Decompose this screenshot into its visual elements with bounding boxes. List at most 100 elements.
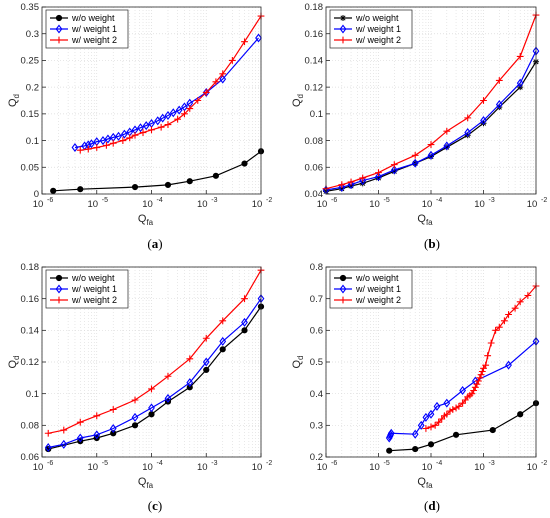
- legend-marker: [339, 274, 347, 282]
- legend-marker: [339, 296, 347, 304]
- data-point: [411, 158, 419, 168]
- data-point: [119, 137, 127, 144]
- series-line: [325, 14, 537, 190]
- data-point: [44, 442, 52, 453]
- data-point: [71, 143, 79, 153]
- data-point: [348, 182, 355, 189]
- y-tick-label: 0.12: [305, 82, 324, 93]
- chart-panel: 10 -6 10 -5 10 -4 10 -3 10 -200.050.10.150.20.250…: [7, 2, 272, 251]
- caption-paren-open: (: [147, 236, 151, 251]
- x-axis-label-subscript: fa: [426, 481, 433, 490]
- data-point: [484, 352, 492, 360]
- data-point: [44, 429, 52, 437]
- data-point: [489, 426, 496, 434]
- data-point: [50, 187, 57, 194]
- data-point: [93, 144, 101, 151]
- x-tick-label-exponent: -2: [541, 460, 547, 467]
- y-tick-label: 0.2: [26, 82, 39, 93]
- data-point: [505, 311, 512, 318]
- y-tick-label: 0.8: [310, 262, 323, 273]
- legend-marker: [55, 14, 63, 22]
- data-point: [131, 412, 139, 422]
- y-tick-label: 0: [34, 189, 39, 200]
- legend-marker: [340, 15, 346, 21]
- data-point: [422, 425, 430, 432]
- data-point: [411, 429, 419, 439]
- legend-label: w/ weight 1: [355, 24, 401, 34]
- data-point: [427, 150, 435, 160]
- data-point: [464, 114, 472, 122]
- panel-caption: (d): [424, 498, 440, 513]
- x-tick-label-exponent: -5: [384, 460, 390, 467]
- caption-letter: b: [428, 236, 435, 251]
- series-2: [385, 336, 540, 443]
- data-point: [148, 385, 155, 393]
- caption-paren-open: (: [148, 498, 152, 513]
- y-tick-label: 0.2: [310, 452, 323, 463]
- data-point: [131, 131, 139, 139]
- y-tick-label: 0.06: [21, 452, 40, 463]
- x-axis-label-subscript: fa: [426, 218, 433, 227]
- data-point: [154, 116, 162, 126]
- x-tick-label-exponent: -6: [331, 460, 337, 467]
- legend-entry: w/o weight: [334, 13, 399, 23]
- legend-label: w/ weight 1: [71, 284, 117, 294]
- x-tick-label: 10: [422, 199, 433, 210]
- data-point: [109, 406, 117, 413]
- x-tick-label-exponent: -5: [384, 197, 390, 204]
- x-tick-label: 10: [527, 199, 538, 210]
- data-point: [131, 396, 139, 404]
- data-point: [492, 326, 499, 334]
- data-point: [471, 383, 479, 391]
- legend-marker: [339, 284, 347, 294]
- y-axis-label: Qd: [7, 355, 21, 368]
- y-tick-label: 0.15: [21, 109, 40, 120]
- caption-paren-close: ): [158, 498, 162, 513]
- data-point: [464, 132, 471, 139]
- series-line: [48, 298, 262, 449]
- data-point: [338, 185, 345, 192]
- data-point: [186, 105, 194, 112]
- legend-marker: [55, 296, 63, 304]
- data-point: [443, 398, 451, 408]
- y-tick-label: 0.14: [21, 326, 40, 337]
- data-point: [475, 377, 482, 385]
- data-point: [164, 121, 172, 128]
- data-point: [375, 172, 382, 182]
- data-point: [417, 420, 425, 430]
- x-axis-label-base: Q: [417, 476, 426, 488]
- caption-letter: c: [152, 498, 158, 513]
- series-3: [44, 266, 265, 437]
- data-point: [93, 412, 101, 420]
- y-axis-label: Qd: [7, 94, 21, 107]
- data-point: [219, 336, 227, 346]
- data-point: [109, 423, 117, 434]
- data-point: [88, 139, 95, 149]
- data-point: [495, 323, 503, 331]
- legend-entry: w/ weight 1: [50, 24, 117, 34]
- data-point: [148, 126, 155, 134]
- data-point: [452, 431, 460, 438]
- legend-entry: w/ weight 1: [334, 24, 401, 34]
- x-axis-label-subscript: fa: [146, 481, 153, 490]
- data-point: [517, 411, 524, 418]
- legend-entry: w/ weight 1: [334, 284, 401, 294]
- x-tick-label-exponent: -4: [157, 460, 163, 467]
- data-point: [60, 426, 68, 434]
- y-tick-label: 0.05: [21, 162, 40, 173]
- data-point: [186, 355, 194, 363]
- data-point: [102, 141, 110, 149]
- x-tick-label: 10: [33, 462, 44, 473]
- legend-label: w/o weight: [71, 273, 115, 283]
- data-point: [505, 360, 512, 370]
- y-tick-label: 0.35: [21, 2, 40, 13]
- x-tick-label-exponent: -3: [211, 197, 217, 204]
- x-tick-label: 10: [252, 199, 263, 210]
- data-point: [431, 421, 439, 429]
- data-point: [524, 292, 532, 299]
- legend-entry: w/o weight: [50, 273, 115, 283]
- data-point: [186, 384, 193, 391]
- data-point: [202, 89, 210, 96]
- data-point: [390, 161, 398, 169]
